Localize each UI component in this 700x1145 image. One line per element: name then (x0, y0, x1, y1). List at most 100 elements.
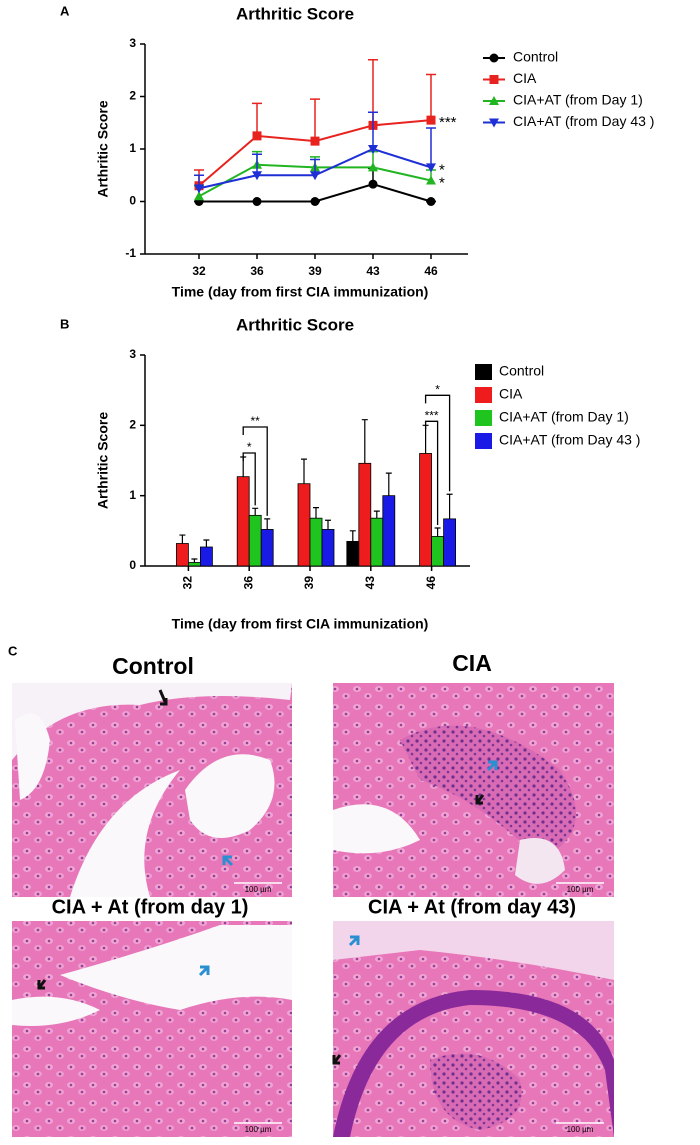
legend-label: CIA (513, 70, 537, 86)
x-tick-label: 32 (181, 576, 195, 590)
y-tick-label: -1 (125, 246, 136, 260)
marker (252, 197, 262, 206)
error-bar (179, 534, 186, 544)
significance-bracket (242, 426, 268, 516)
histology-control (12, 683, 292, 897)
error-bar (191, 558, 198, 563)
marker (252, 131, 262, 141)
bar (346, 540, 360, 567)
bar (187, 562, 201, 567)
legend-swatch (475, 387, 492, 403)
significance-label: * (435, 383, 440, 397)
scale-bar-label: 100 µm (567, 1125, 594, 1134)
legend-label: CIA (499, 386, 523, 402)
bar (199, 546, 213, 567)
image-title: CIA (452, 650, 492, 676)
legend-label: Control (499, 363, 544, 379)
error-bar (434, 527, 441, 537)
x-tick-label: 46 (424, 264, 438, 278)
significance-label: * (439, 174, 445, 191)
y-tick-label: 3 (129, 36, 136, 50)
y-tick-label: 0 (129, 194, 136, 208)
significance-bracket (424, 394, 451, 492)
x-tick-label: 43 (363, 576, 377, 590)
legend-label: CIA+AT (from Day 1) (499, 409, 629, 425)
bar (358, 462, 372, 567)
bar (297, 483, 311, 567)
marker (252, 171, 262, 181)
x-tick-label: 43 (366, 264, 380, 278)
y-tick-label: 2 (129, 89, 136, 103)
panel-label: A (60, 3, 70, 18)
error-bar (252, 507, 259, 516)
legend-label: CIA+AT (from Day 43 ) (513, 113, 654, 129)
marker (426, 197, 436, 206)
error-bar (264, 518, 271, 530)
y-tick-label: 1 (129, 141, 136, 155)
y-tick-label: 1 (129, 488, 136, 502)
marker (194, 184, 204, 194)
error-bar (426, 73, 436, 121)
significance-bracket (424, 420, 439, 526)
legend-label: CIA+AT (from Day 1) (513, 92, 643, 108)
marker (426, 163, 436, 173)
bar (419, 453, 433, 567)
bar (443, 518, 457, 567)
marker (368, 145, 378, 154)
x-tick-label: 39 (308, 264, 322, 278)
marker (194, 191, 204, 201)
significance-label: * (247, 440, 252, 454)
bar (382, 495, 396, 567)
bar (248, 514, 262, 567)
bar (260, 529, 274, 567)
marker (368, 162, 378, 172)
marker (489, 96, 499, 105)
legend-swatch (475, 433, 492, 449)
histology-cia (333, 683, 614, 897)
panel-label: C (8, 643, 18, 658)
x-axis-label: Time (day from first CIA immunization) (172, 284, 429, 300)
image-title: CIA + At (from day 1) (52, 896, 249, 918)
legend-swatch (475, 364, 492, 380)
error-bar (313, 507, 319, 519)
error-bar (301, 458, 307, 484)
x-tick-label: 36 (241, 576, 255, 590)
scale-bar-label: 100 µm (567, 885, 594, 894)
bar (309, 517, 323, 567)
marker (310, 171, 320, 181)
error-bar (373, 510, 380, 519)
bar (370, 517, 384, 567)
error-bar (361, 419, 368, 464)
bar (236, 476, 250, 567)
chart-title: Arthritic Score (236, 4, 354, 23)
bar (431, 536, 445, 567)
error-bar (422, 424, 429, 454)
error-bar (385, 472, 392, 496)
bar (321, 529, 335, 567)
marker (426, 175, 436, 185)
marker (489, 53, 499, 63)
error-bar (368, 111, 378, 149)
scale-bar-label: 100 µm (245, 885, 272, 894)
x-tick-label: 39 (302, 576, 316, 590)
image-title: CIA + At (from day 43) (368, 896, 576, 918)
error-bar (446, 493, 453, 519)
histology-cia-at-day43 (332, 921, 614, 1137)
x-tick-label: 46 (424, 576, 438, 590)
image-title: Control (112, 653, 194, 679)
legend-label: Control (513, 49, 558, 65)
marker (310, 197, 320, 206)
x-axis-label: Time (day from first CIA immunization) (172, 616, 429, 632)
marker (489, 118, 499, 128)
x-tick-label: 32 (192, 264, 206, 278)
significance-label: ** (251, 414, 261, 428)
error-bar (252, 102, 262, 136)
bar (175, 543, 189, 567)
y-tick-label: 0 (129, 558, 136, 572)
x-tick-label: 36 (250, 264, 264, 278)
legend-swatch (475, 410, 492, 426)
marker (426, 115, 436, 125)
significance-label: *** (425, 409, 439, 423)
chart-title: Arthritic Score (236, 315, 354, 334)
